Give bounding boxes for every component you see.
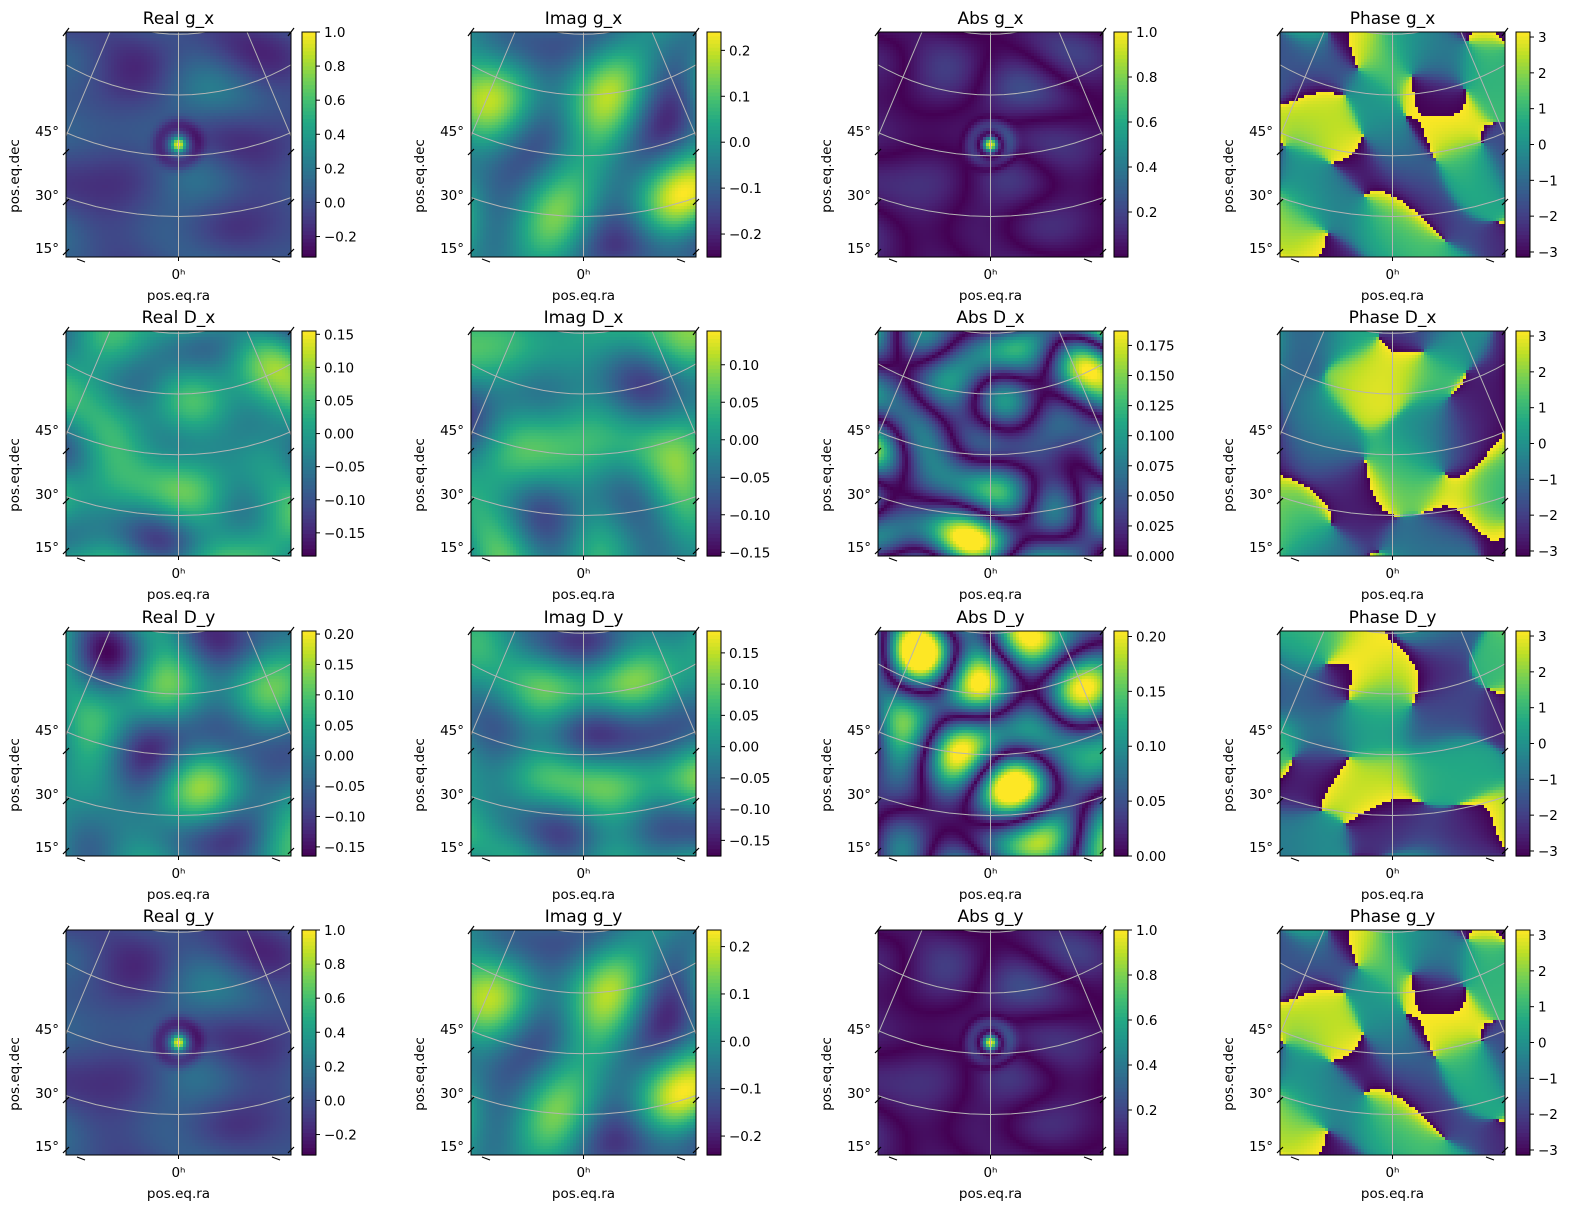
- subplot-title: Real g_x: [143, 9, 214, 29]
